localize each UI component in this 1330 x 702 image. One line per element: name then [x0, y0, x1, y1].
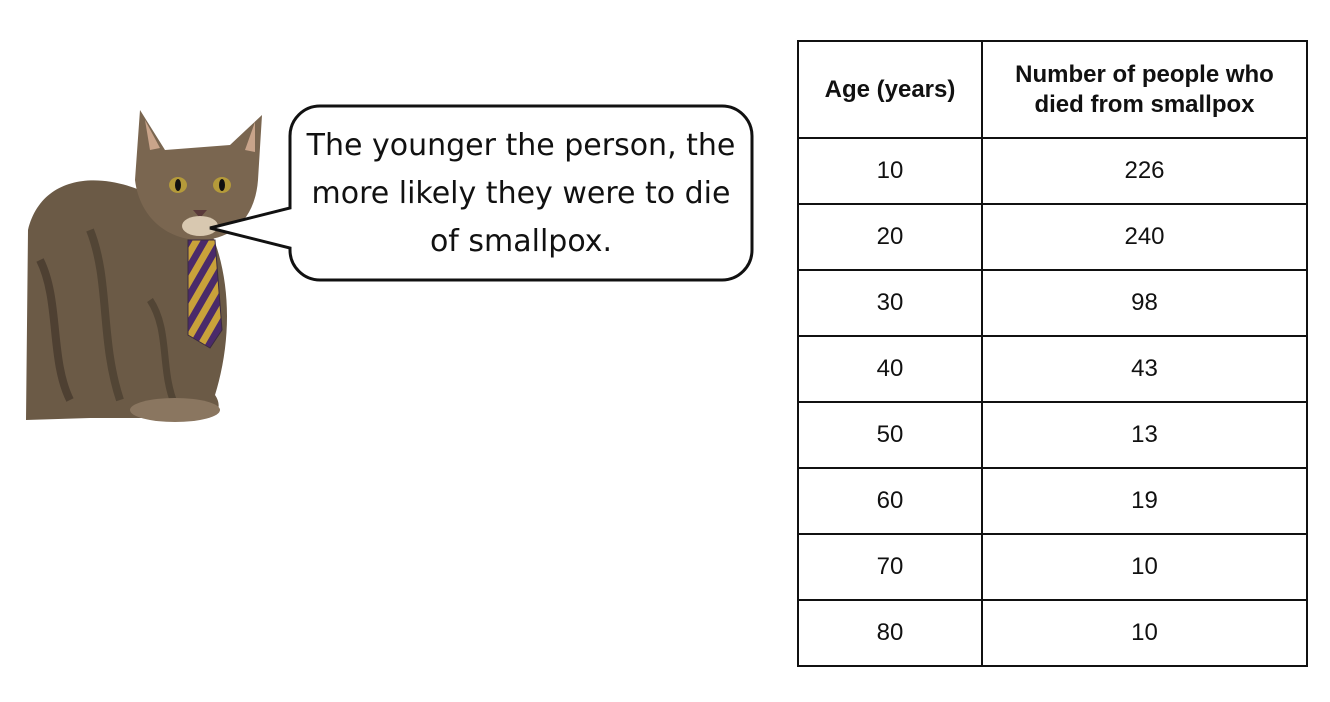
header-row: Age (years) Number of people who died fro…: [797, 40, 1308, 139]
table-cell: 10: [981, 533, 1308, 601]
table-row: 50 13: [797, 401, 1308, 469]
cat: [26, 110, 262, 422]
table-row: 80 10: [797, 599, 1308, 667]
table-cell: 80: [797, 599, 983, 667]
table-cell: 13: [981, 401, 1308, 469]
table-cell: 240: [981, 203, 1308, 271]
table-cell: 50: [797, 401, 983, 469]
table-row: 70 10: [797, 533, 1308, 601]
table-row: 40 43: [797, 335, 1308, 403]
table-cell: 60: [797, 467, 983, 535]
illustration: [26, 104, 754, 422]
table-cell: 10: [797, 137, 983, 205]
table-cell: 226: [981, 137, 1308, 205]
speech-text: The younger the person, the more likely …: [306, 128, 736, 259]
table-row: 20 240: [797, 203, 1308, 271]
table-cell: 40: [797, 335, 983, 403]
header-cell: Age (years): [797, 40, 983, 139]
table-row: 10 226: [797, 137, 1308, 205]
table-cell: 20: [797, 203, 983, 271]
header-cell: Number of people who died from smallpox: [981, 40, 1308, 139]
table-row: 30 98: [797, 269, 1308, 337]
table-cell: 10: [981, 599, 1308, 667]
data-table: Age (years) Number of people who died fro…: [797, 40, 1308, 667]
table-cell: 30: [797, 269, 983, 337]
table-cell: 70: [797, 533, 983, 601]
table-cell: 43: [981, 335, 1308, 403]
table-cell: 19: [981, 467, 1308, 535]
table-cell: 98: [981, 269, 1308, 337]
speech-bubble: [209, 104, 754, 282]
table-row: 60 19: [797, 467, 1308, 535]
